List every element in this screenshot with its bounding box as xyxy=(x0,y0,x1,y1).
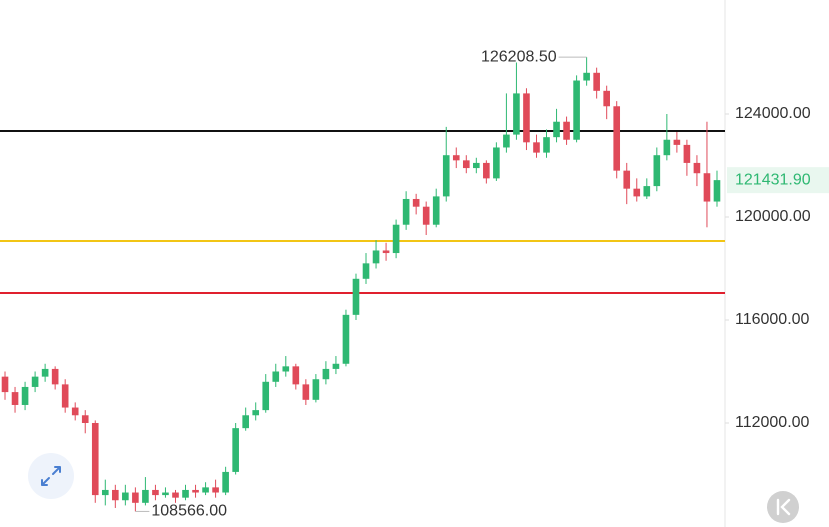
candle-body xyxy=(573,80,580,140)
candle-body xyxy=(603,90,610,107)
candle-body xyxy=(382,250,390,254)
candle-body xyxy=(282,366,290,372)
plot-area: 112000.00 116000.00 120000.00 124000.00 1262… xyxy=(0,48,811,520)
candle-body xyxy=(693,162,701,174)
candle-body xyxy=(703,173,711,202)
candle-body xyxy=(422,206,430,225)
candle-body xyxy=(442,155,450,197)
candle-body xyxy=(172,492,179,498)
candle-body xyxy=(402,198,410,225)
candle-body xyxy=(563,121,570,140)
candle-body xyxy=(1,376,9,393)
candle-body xyxy=(292,366,300,385)
candle-body xyxy=(162,492,169,496)
candle-body xyxy=(372,250,380,264)
candle-body xyxy=(583,72,590,81)
candle-body xyxy=(272,371,280,382)
candle-body xyxy=(633,188,641,197)
candle-body xyxy=(503,134,510,148)
candle-body xyxy=(302,384,310,400)
candle-body xyxy=(41,368,49,377)
y-tick-label: 124000.00 xyxy=(735,105,811,122)
candle-body xyxy=(713,180,721,202)
candle-body xyxy=(663,139,671,156)
candle-body xyxy=(462,160,470,169)
candle-body xyxy=(412,198,420,207)
candle-body xyxy=(21,386,29,405)
candle-body xyxy=(673,139,681,145)
candle-body xyxy=(232,428,239,472)
candle-body xyxy=(262,381,270,411)
candle-body xyxy=(51,368,59,385)
candle-body xyxy=(192,489,199,493)
expand-button[interactable] xyxy=(28,453,74,499)
min-label: 108566.00 xyxy=(151,503,227,520)
candle-body xyxy=(152,489,159,496)
candle-body xyxy=(122,492,129,501)
candle-body xyxy=(513,93,520,135)
candle-body xyxy=(362,263,370,279)
candle-body xyxy=(653,155,661,187)
candle-body xyxy=(543,137,550,153)
candle-body xyxy=(71,407,79,416)
candle-body xyxy=(332,363,340,369)
candle-body xyxy=(533,142,540,153)
last-price-label: 121431.90 xyxy=(735,171,811,188)
candle-body xyxy=(212,487,219,493)
candle-body xyxy=(252,410,260,416)
candle-body xyxy=(242,415,249,429)
candle-body xyxy=(222,471,229,493)
candle-body xyxy=(91,422,99,496)
y-tick-label: 120000.00 xyxy=(735,208,811,225)
candle-body xyxy=(132,492,139,503)
candle-body xyxy=(473,162,480,169)
last-price-badge xyxy=(727,167,829,194)
candle-body xyxy=(352,278,360,315)
candle-body xyxy=(493,147,500,179)
candle-body xyxy=(112,489,119,501)
candle-body xyxy=(61,384,69,408)
candle-body xyxy=(392,224,400,254)
candle-body xyxy=(613,106,621,171)
back-to-latest-button[interactable] xyxy=(767,491,799,523)
candle-body xyxy=(312,379,320,400)
y-tick-label: 116000.00 xyxy=(735,311,810,328)
candle-body xyxy=(11,392,19,405)
candle-body xyxy=(523,93,530,143)
candle-body xyxy=(593,72,600,91)
candle-body xyxy=(683,144,691,163)
candle-body xyxy=(81,415,89,423)
candle-body xyxy=(483,162,490,179)
candle-body xyxy=(342,314,350,364)
candle-body xyxy=(553,121,560,138)
candle-body xyxy=(101,489,109,496)
candle-body xyxy=(202,487,209,493)
y-tick-label: 112000.00 xyxy=(735,414,810,431)
candle-body xyxy=(322,368,330,380)
candle-body xyxy=(452,155,460,161)
candle-body xyxy=(142,489,149,503)
candle-body xyxy=(623,170,631,189)
candle-body xyxy=(182,489,189,498)
max-label: 126208.50 xyxy=(481,48,557,65)
candle-body xyxy=(643,186,651,197)
candle-body xyxy=(432,196,440,225)
candle-body xyxy=(31,376,39,387)
